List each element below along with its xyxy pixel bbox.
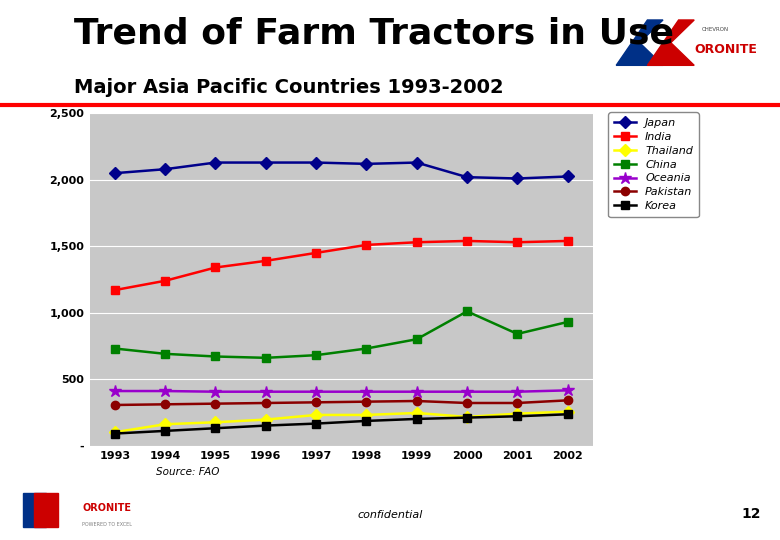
Polygon shape: [34, 494, 58, 527]
Polygon shape: [23, 494, 47, 527]
Pakistan: [261, 400, 271, 406]
Japan: [563, 173, 573, 180]
Korea: [563, 411, 573, 417]
Thailand: [512, 410, 522, 417]
Pakistan: [463, 400, 472, 406]
Korea: [412, 416, 421, 422]
Japan: [512, 176, 522, 182]
China: [261, 355, 271, 361]
Pakistan: [311, 399, 321, 406]
China: [362, 345, 371, 352]
Text: ORONITE: ORONITE: [83, 503, 131, 513]
Thailand: [563, 408, 573, 415]
Text: ORONITE: ORONITE: [694, 43, 757, 56]
Oceania: [512, 388, 522, 395]
Japan: [211, 159, 220, 166]
Japan: [412, 159, 421, 166]
Oceania: [563, 387, 573, 394]
Text: Source: FAO: Source: FAO: [156, 467, 219, 477]
Korea: [512, 413, 522, 420]
Oceania: [412, 388, 421, 395]
Line: China: China: [111, 307, 572, 362]
Korea: [311, 420, 321, 427]
Oceania: [261, 388, 271, 395]
Polygon shape: [647, 20, 694, 65]
Korea: [261, 422, 271, 429]
Korea: [211, 425, 220, 431]
China: [211, 353, 220, 360]
India: [563, 238, 573, 244]
China: [161, 350, 170, 357]
Line: Pakistan: Pakistan: [111, 396, 572, 409]
Thailand: [412, 410, 421, 416]
China: [512, 330, 522, 337]
India: [110, 287, 119, 293]
Pakistan: [412, 398, 421, 404]
Text: confidential: confidential: [357, 510, 423, 521]
Korea: [463, 414, 472, 421]
Polygon shape: [616, 20, 663, 65]
Line: Korea: Korea: [111, 410, 572, 438]
Text: CHEVRON: CHEVRON: [702, 27, 729, 32]
India: [362, 242, 371, 248]
Pakistan: [512, 400, 522, 406]
Pakistan: [161, 401, 170, 408]
Japan: [110, 170, 119, 177]
China: [463, 308, 472, 315]
Thailand: [161, 421, 170, 428]
Legend: Japan, India, Thailand, China, Oceania, Pakistan, Korea: Japan, India, Thailand, China, Oceania, …: [608, 112, 699, 217]
Japan: [463, 174, 472, 180]
India: [261, 258, 271, 264]
India: [412, 239, 421, 246]
Oceania: [211, 388, 220, 395]
China: [311, 352, 321, 359]
Pakistan: [362, 399, 371, 405]
Oceania: [161, 388, 170, 394]
Text: Trend of Farm Tractors in Use: Trend of Farm Tractors in Use: [74, 16, 674, 50]
Korea: [161, 428, 170, 434]
China: [110, 345, 119, 352]
Oceania: [463, 388, 472, 395]
Korea: [362, 417, 371, 424]
India: [463, 238, 472, 244]
Line: Japan: Japan: [111, 158, 572, 183]
Japan: [311, 159, 321, 166]
China: [412, 336, 421, 342]
Pakistan: [110, 402, 119, 408]
Text: POWERED TO EXCEL: POWERED TO EXCEL: [82, 522, 132, 528]
India: [512, 239, 522, 246]
Text: Major Asia Pacific Countries 1993-2002: Major Asia Pacific Countries 1993-2002: [74, 78, 504, 97]
Line: India: India: [111, 237, 572, 294]
Oceania: [311, 388, 321, 395]
Thailand: [261, 416, 271, 423]
Japan: [261, 159, 271, 166]
Line: Oceania: Oceania: [108, 384, 574, 398]
Japan: [362, 160, 371, 167]
India: [211, 264, 220, 271]
Japan: [161, 166, 170, 172]
Thailand: [311, 411, 321, 418]
Thailand: [211, 419, 220, 426]
Text: 12: 12: [741, 508, 760, 522]
Pakistan: [211, 401, 220, 407]
Pakistan: [563, 397, 573, 403]
Oceania: [362, 388, 371, 395]
China: [563, 319, 573, 325]
Thailand: [463, 414, 472, 420]
Thailand: [362, 411, 371, 418]
Thailand: [110, 429, 119, 435]
Korea: [110, 430, 119, 437]
India: [311, 249, 321, 256]
India: [161, 278, 170, 284]
Oceania: [110, 388, 119, 394]
Line: Thailand: Thailand: [111, 408, 572, 436]
